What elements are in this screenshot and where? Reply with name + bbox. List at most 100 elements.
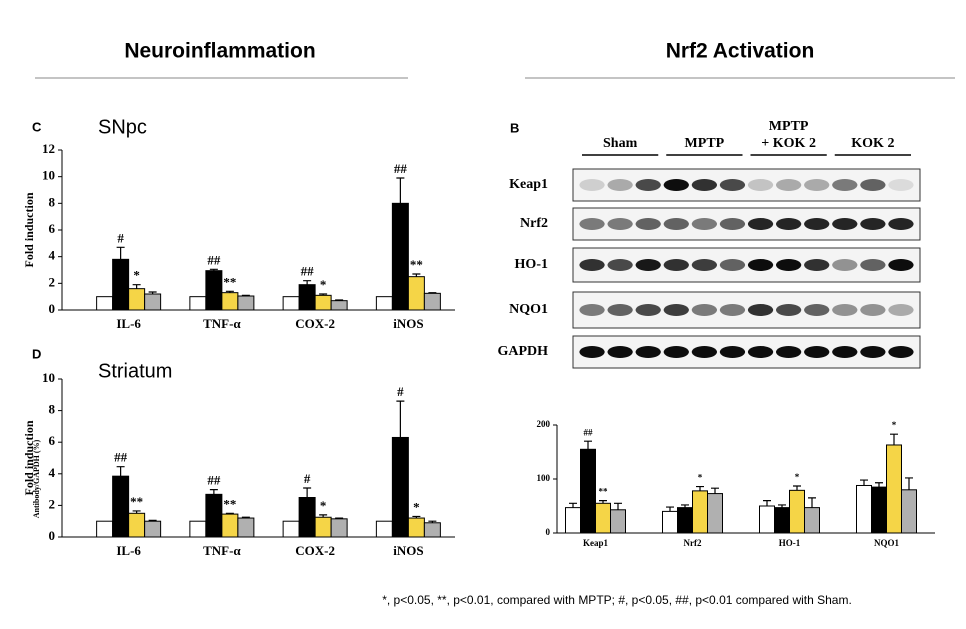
bar — [221, 292, 239, 311]
blot-band — [635, 304, 661, 316]
significance-mark: ## — [394, 161, 408, 176]
bar — [871, 486, 887, 534]
blot-band — [579, 346, 605, 358]
blot-band — [775, 179, 802, 191]
blot-band — [691, 346, 718, 358]
error-bar — [808, 497, 816, 508]
blot-band — [607, 304, 633, 316]
y-tick-label: 0 — [49, 301, 56, 316]
blot-band — [860, 218, 886, 230]
blot-band — [719, 304, 746, 316]
bar — [375, 520, 393, 538]
blot-band — [691, 218, 718, 230]
significance-mark: * — [133, 268, 140, 283]
error-bar — [584, 440, 592, 450]
bar — [314, 516, 332, 538]
error-bar — [599, 500, 607, 504]
blot-band — [719, 218, 746, 230]
blot-band — [804, 259, 830, 271]
bar — [144, 520, 162, 538]
blot-band — [888, 346, 914, 358]
blot-band — [579, 304, 605, 316]
significance-mark: * — [320, 498, 327, 513]
blot-band — [860, 179, 886, 191]
y-axis-label: Fold induction — [22, 420, 36, 495]
blot-band — [579, 179, 605, 191]
bar — [610, 509, 626, 534]
x-tick-label: Nrf2 — [684, 538, 702, 548]
blot-band — [804, 346, 830, 358]
significance-mark: ** — [223, 496, 236, 511]
y-tick-label: 8 — [49, 194, 56, 209]
blot-band — [775, 218, 802, 230]
error-bar — [905, 477, 913, 490]
error-bar — [778, 504, 786, 508]
y-tick-label: 0 — [49, 528, 56, 543]
bar — [205, 493, 223, 538]
blot-group-label: Sham — [603, 136, 638, 151]
blot-group-label: + KOK 2 — [761, 136, 816, 151]
blot-band — [775, 304, 802, 316]
y-tick-label: 8 — [49, 402, 56, 417]
blot-band — [832, 218, 858, 230]
x-tick-label: TNF-α — [203, 316, 241, 331]
error-bar — [711, 487, 719, 494]
blot-band — [663, 179, 689, 191]
significance-mark: ## — [207, 473, 221, 488]
blot-group-label: KOK 2 — [851, 136, 894, 151]
blot-band — [804, 304, 830, 316]
error-bar — [696, 485, 704, 491]
bar — [662, 510, 678, 534]
bar — [886, 444, 902, 534]
x-tick-label: TNF-α — [203, 543, 241, 558]
blot-band — [635, 346, 661, 358]
blot-band — [832, 346, 858, 358]
bar — [282, 296, 300, 311]
blot-band — [663, 304, 689, 316]
chart-title: Striatum — [98, 360, 172, 382]
y-tick-label: 6 — [49, 221, 56, 236]
blot-band — [719, 179, 746, 191]
blot-band — [663, 346, 689, 358]
significance-mark: * — [698, 473, 703, 483]
x-tick-label: HO-1 — [779, 538, 801, 548]
blot-band — [832, 179, 858, 191]
x-tick-label: IL-6 — [116, 316, 141, 331]
bar — [804, 507, 820, 534]
significance-mark: ** — [130, 494, 143, 509]
y-tick-label: 4 — [49, 248, 56, 263]
blot-band — [663, 218, 689, 230]
blot-band — [747, 179, 774, 191]
bar — [707, 493, 723, 534]
significance-mark: # — [304, 471, 311, 486]
y-tick-label: 10 — [42, 370, 55, 385]
blot-row-label: Nrf2 — [520, 216, 548, 231]
blot-band — [888, 259, 914, 271]
error-bar — [860, 479, 868, 486]
error-bar — [569, 502, 577, 508]
blot-band — [607, 259, 633, 271]
error-bar — [209, 268, 218, 271]
blot-row-label: Keap1 — [509, 177, 548, 192]
error-bar — [132, 284, 141, 289]
significance-mark: ## — [301, 264, 315, 279]
bar — [901, 489, 917, 534]
error-bar — [132, 510, 141, 514]
x-tick-label: IL-6 — [116, 543, 141, 558]
y-tick-label: 6 — [49, 433, 56, 448]
bar — [298, 497, 316, 538]
blot-group-label: MPTP — [685, 136, 725, 151]
panel-label: D — [32, 346, 41, 361]
y-tick-label: 2 — [49, 496, 56, 511]
bar — [237, 517, 255, 538]
blot-band — [832, 304, 858, 316]
blot-band — [691, 259, 718, 271]
chart-title: SNpc — [98, 116, 147, 138]
bar — [423, 292, 441, 311]
error-bar — [335, 517, 344, 519]
y-tick-label: 200 — [537, 419, 551, 429]
blot-band — [888, 218, 914, 230]
blot-band — [860, 304, 886, 316]
blot-row-label: NQO1 — [509, 302, 548, 317]
x-tick-label: NQO1 — [874, 538, 900, 548]
